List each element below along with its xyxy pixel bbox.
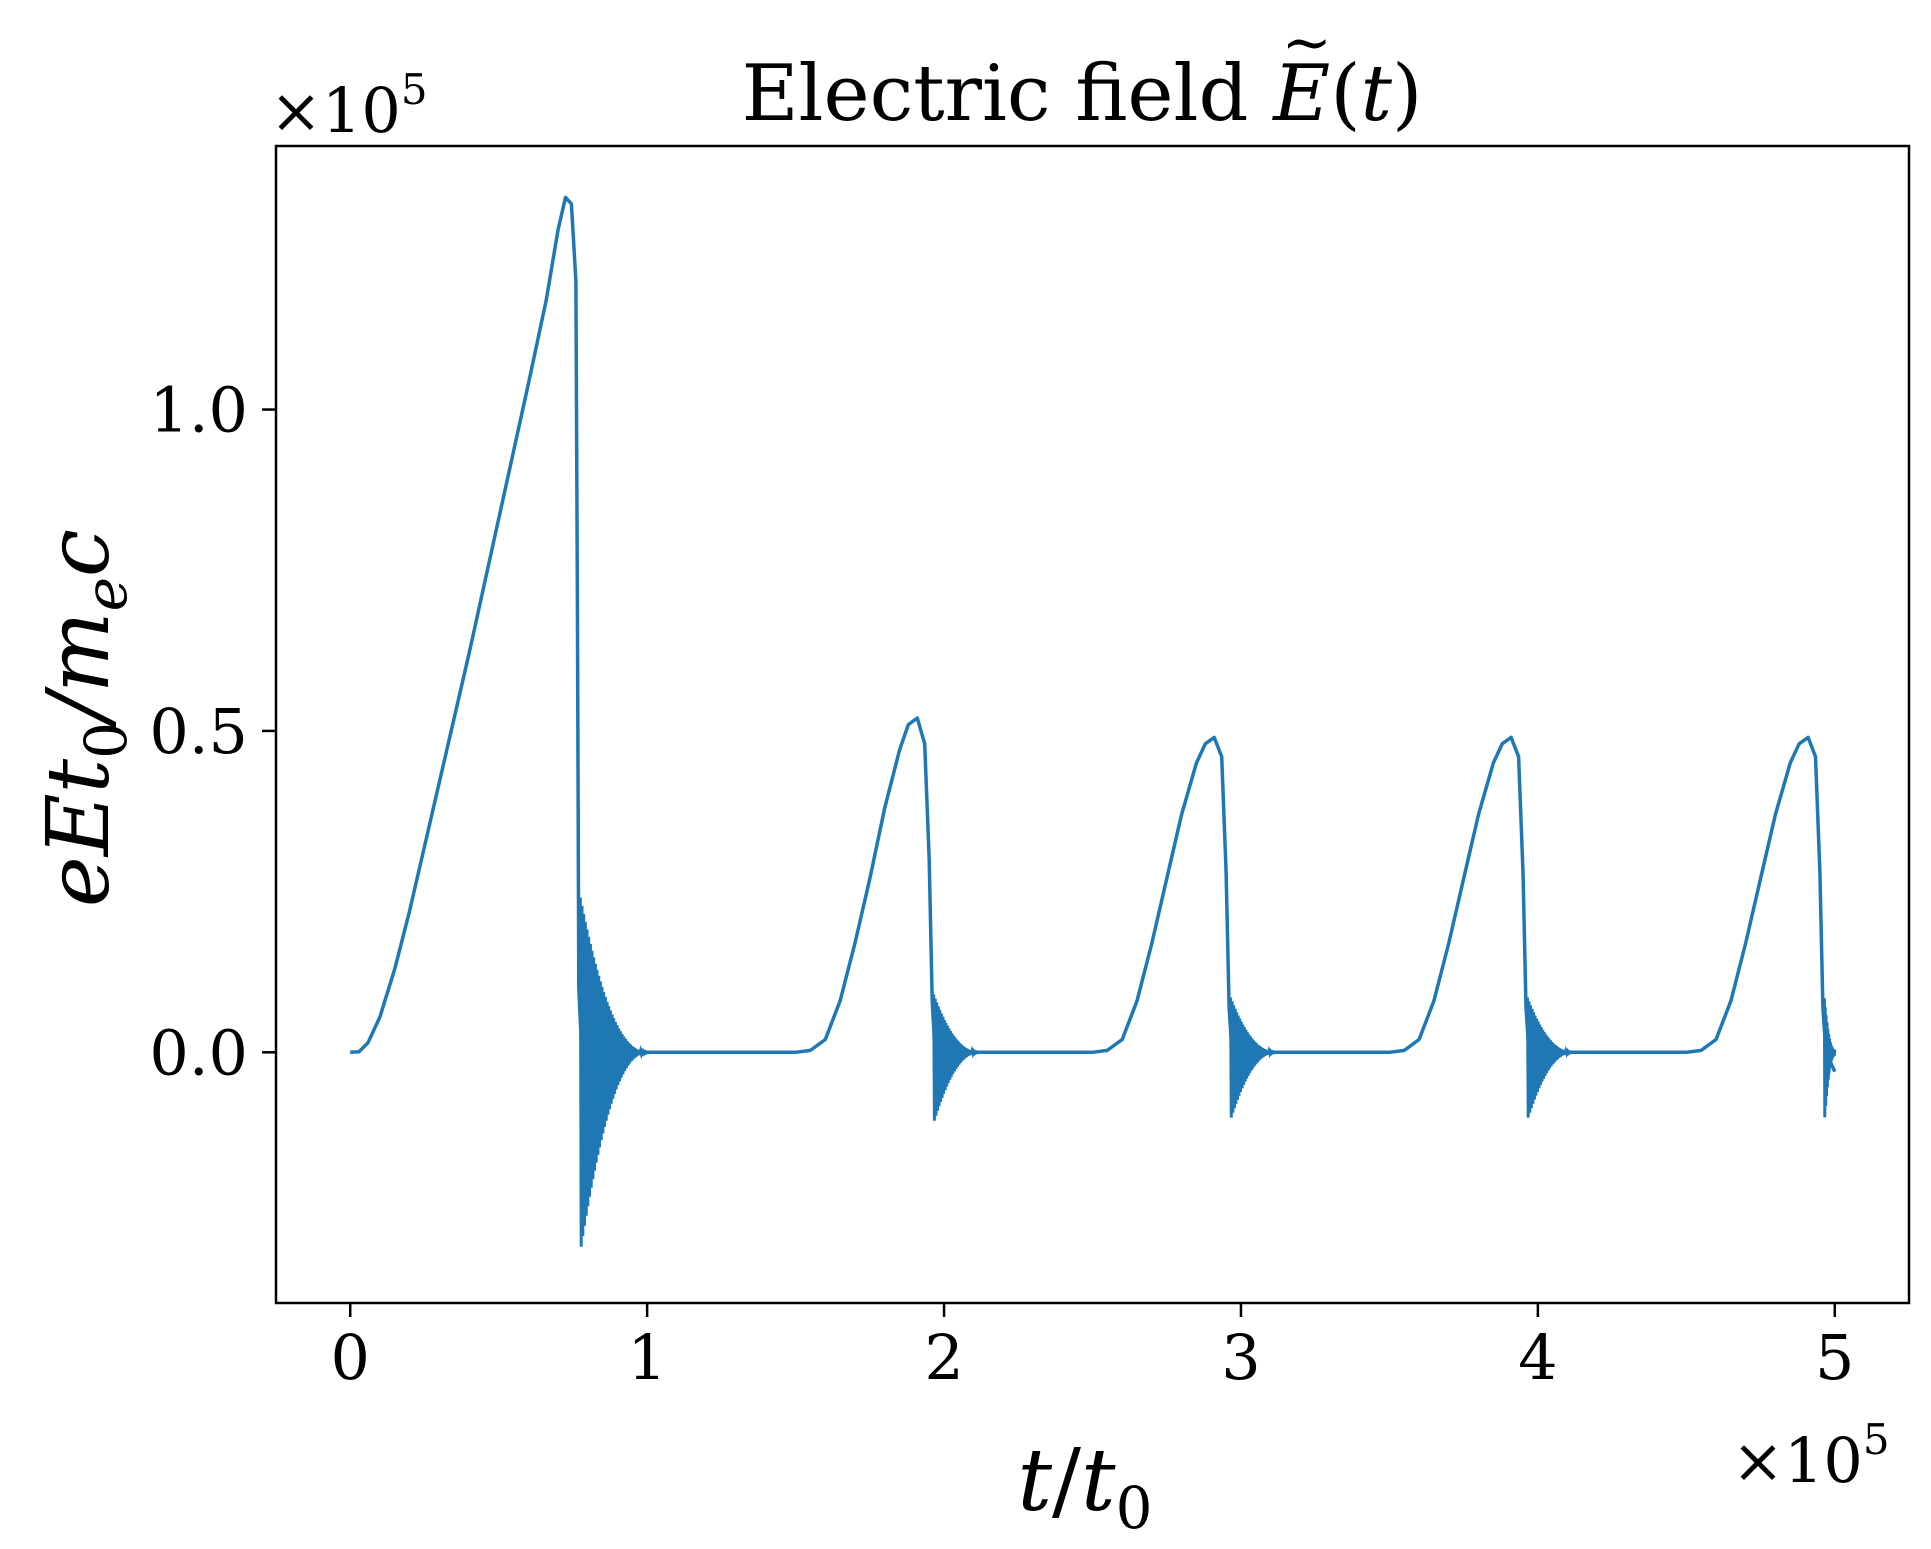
x-tick-label: 4	[1518, 1321, 1557, 1394]
x-tick-label: 0	[331, 1321, 370, 1394]
x-tick-label: 3	[1221, 1321, 1260, 1394]
y-multiplier-exp: 5	[401, 65, 428, 114]
x-tick-label: 2	[924, 1321, 963, 1394]
oscillation-band	[1824, 998, 1834, 1117]
x-multiplier-exp: 5	[1863, 1415, 1890, 1464]
title-arg-var: t	[1361, 49, 1393, 139]
x-label-var: t	[1017, 1431, 1052, 1531]
oscillation-band	[580, 898, 647, 1247]
title-tilde: ~	[1282, 8, 1332, 78]
y-axis-label: eEt0/mec	[29, 529, 140, 907]
oscillation-band	[1231, 998, 1277, 1118]
y-label-sub1: 0	[72, 722, 140, 759]
y-ticks: 0.0 0.5 1.0	[149, 374, 276, 1090]
series-layer	[350, 197, 1835, 1246]
x-tick-label: 5	[1815, 1321, 1854, 1394]
y-tick-label: 0.5	[149, 695, 248, 768]
x-tick-label: 1	[627, 1321, 666, 1394]
y-tick-label: 0.0	[149, 1016, 248, 1089]
x-ticks: 0 1 2 3 4 5	[331, 1303, 1855, 1394]
oscillation-band	[934, 994, 980, 1120]
x-label-sub: 0	[1116, 1474, 1153, 1542]
y-label-p2: /m	[29, 611, 129, 729]
plot-frame	[276, 146, 1909, 1303]
y-multiplier-base: ×10	[270, 74, 401, 147]
x-label-base: t	[1081, 1431, 1116, 1531]
title-prefix: Electric field	[742, 49, 1274, 139]
x-label-slash: /	[1052, 1431, 1081, 1531]
y-label-p1: eEt	[29, 758, 129, 907]
title-arg-close: )	[1392, 49, 1422, 139]
y-multiplier: ×105	[270, 65, 428, 147]
title-arg-open: (	[1330, 49, 1360, 139]
y-label-sub2: e	[72, 577, 140, 611]
y-tick-label: 1.0	[149, 374, 248, 447]
x-axis-label: t/t0	[1017, 1431, 1152, 1542]
y-label-p3: c	[29, 529, 129, 577]
x-multiplier: ×105	[1732, 1415, 1890, 1497]
oscillation-band	[1528, 998, 1574, 1118]
series-line	[350, 197, 1835, 1071]
x-multiplier-base: ×10	[1732, 1424, 1863, 1497]
